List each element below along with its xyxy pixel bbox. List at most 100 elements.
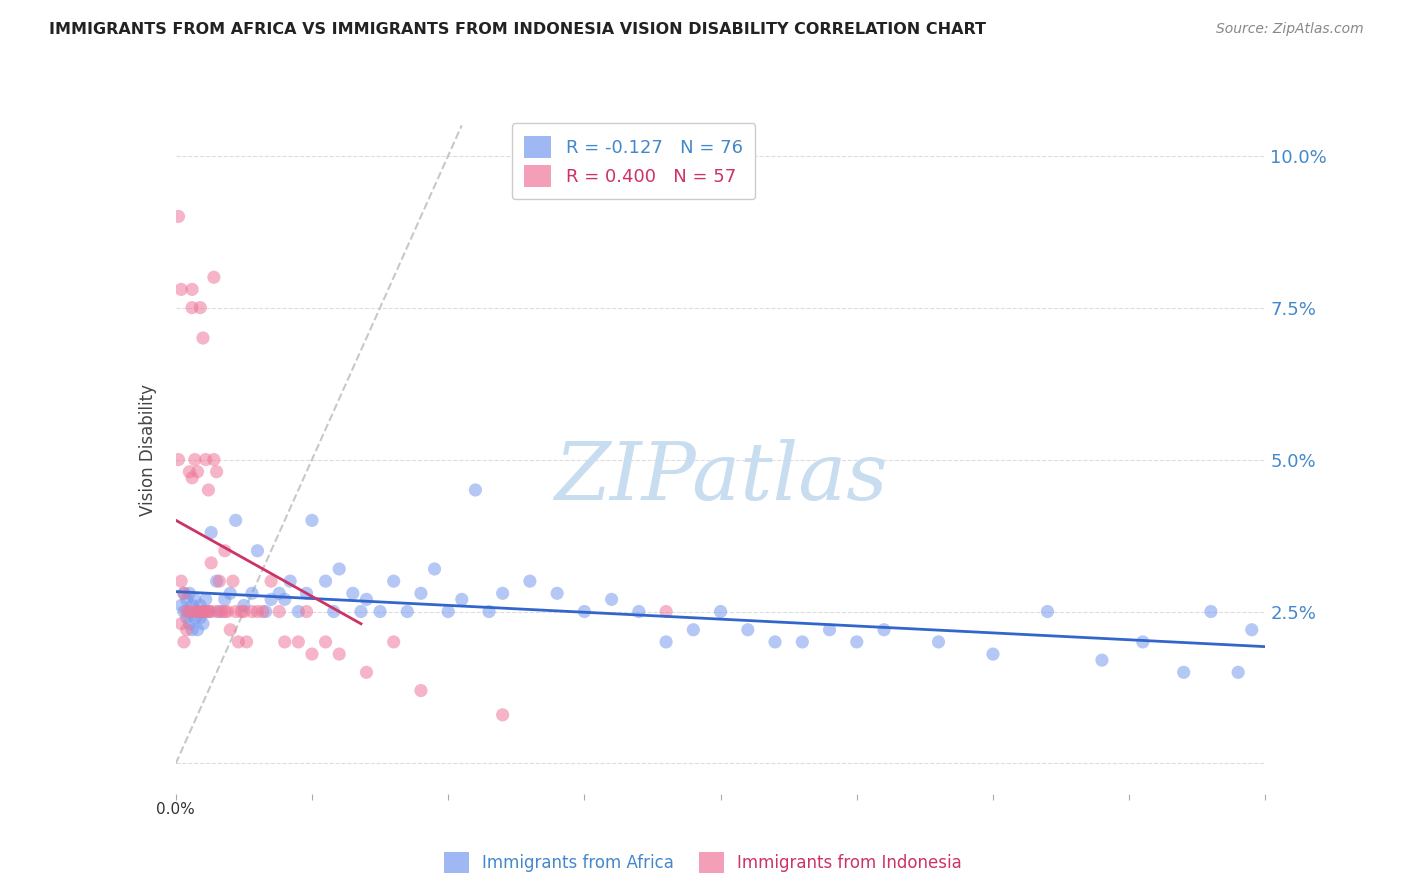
Text: 0.0%: 0.0% xyxy=(156,802,195,817)
Point xyxy=(1132,635,1154,649)
Point xyxy=(437,605,460,619)
Point xyxy=(200,525,222,540)
Point xyxy=(214,605,236,619)
Point xyxy=(382,574,405,589)
Point xyxy=(792,635,814,649)
Point xyxy=(269,586,291,600)
Point xyxy=(928,635,950,649)
Point xyxy=(167,210,190,224)
Point xyxy=(179,605,201,619)
Point xyxy=(225,605,247,619)
Point xyxy=(202,270,225,285)
Point xyxy=(214,592,236,607)
Point xyxy=(179,616,201,631)
Point xyxy=(818,623,841,637)
Point xyxy=(1173,665,1195,680)
Point xyxy=(181,471,204,485)
Point xyxy=(170,574,193,589)
Point xyxy=(208,574,231,589)
Point xyxy=(184,605,207,619)
Point xyxy=(173,586,195,600)
Point xyxy=(655,635,678,649)
Point xyxy=(208,605,231,619)
Point xyxy=(181,282,204,296)
Point xyxy=(350,605,373,619)
Point xyxy=(546,586,568,600)
Point xyxy=(191,605,214,619)
Point xyxy=(423,562,446,576)
Point xyxy=(186,605,209,619)
Point xyxy=(186,465,209,479)
Point xyxy=(188,301,211,315)
Point xyxy=(197,605,219,619)
Point xyxy=(574,605,596,619)
Point xyxy=(205,605,228,619)
Point xyxy=(176,605,198,619)
Legend: Immigrants from Africa, Immigrants from Indonesia: Immigrants from Africa, Immigrants from … xyxy=(437,846,969,880)
Point xyxy=(328,562,350,576)
Point xyxy=(409,586,432,600)
Point xyxy=(328,647,350,661)
Point xyxy=(464,483,486,497)
Point xyxy=(170,616,193,631)
Point xyxy=(191,331,214,345)
Point xyxy=(188,610,211,624)
Point xyxy=(981,647,1004,661)
Point xyxy=(356,665,378,680)
Point xyxy=(1227,665,1250,680)
Point xyxy=(228,635,250,649)
Point xyxy=(219,623,242,637)
Point xyxy=(205,574,228,589)
Point xyxy=(763,635,786,649)
Point xyxy=(492,707,515,722)
Point xyxy=(173,635,195,649)
Point xyxy=(260,592,283,607)
Point xyxy=(176,610,198,624)
Point xyxy=(222,574,245,589)
Point xyxy=(627,605,650,619)
Point xyxy=(211,605,233,619)
Point xyxy=(176,592,198,607)
Point xyxy=(450,592,472,607)
Text: Source: ZipAtlas.com: Source: ZipAtlas.com xyxy=(1216,22,1364,37)
Point xyxy=(240,586,263,600)
Point xyxy=(188,599,211,613)
Point xyxy=(188,605,211,619)
Point xyxy=(519,574,541,589)
Point xyxy=(181,599,204,613)
Point xyxy=(301,513,323,527)
Point xyxy=(322,605,344,619)
Point xyxy=(191,616,214,631)
Point xyxy=(301,647,323,661)
Point xyxy=(1240,623,1263,637)
Point xyxy=(382,635,405,649)
Point xyxy=(217,605,239,619)
Point xyxy=(219,586,242,600)
Point xyxy=(194,592,217,607)
Point xyxy=(191,605,214,619)
Point xyxy=(194,605,217,619)
Point xyxy=(1036,605,1059,619)
Point xyxy=(200,605,222,619)
Point xyxy=(186,623,209,637)
Point xyxy=(710,605,733,619)
Point xyxy=(167,452,190,467)
Legend: R = -0.127   N = 76, R = 0.400   N = 57: R = -0.127 N = 76, R = 0.400 N = 57 xyxy=(512,123,755,200)
Point xyxy=(478,605,501,619)
Point xyxy=(287,605,309,619)
Point xyxy=(737,623,759,637)
Point xyxy=(197,605,219,619)
Point xyxy=(315,574,337,589)
Point xyxy=(1091,653,1114,667)
Point xyxy=(179,605,201,619)
Point xyxy=(252,605,274,619)
Point xyxy=(655,605,678,619)
Point xyxy=(240,605,263,619)
Point xyxy=(225,513,247,527)
Point xyxy=(873,623,896,637)
Point xyxy=(1199,605,1222,619)
Point xyxy=(173,586,195,600)
Point xyxy=(170,282,193,296)
Point xyxy=(274,592,297,607)
Point xyxy=(600,592,623,607)
